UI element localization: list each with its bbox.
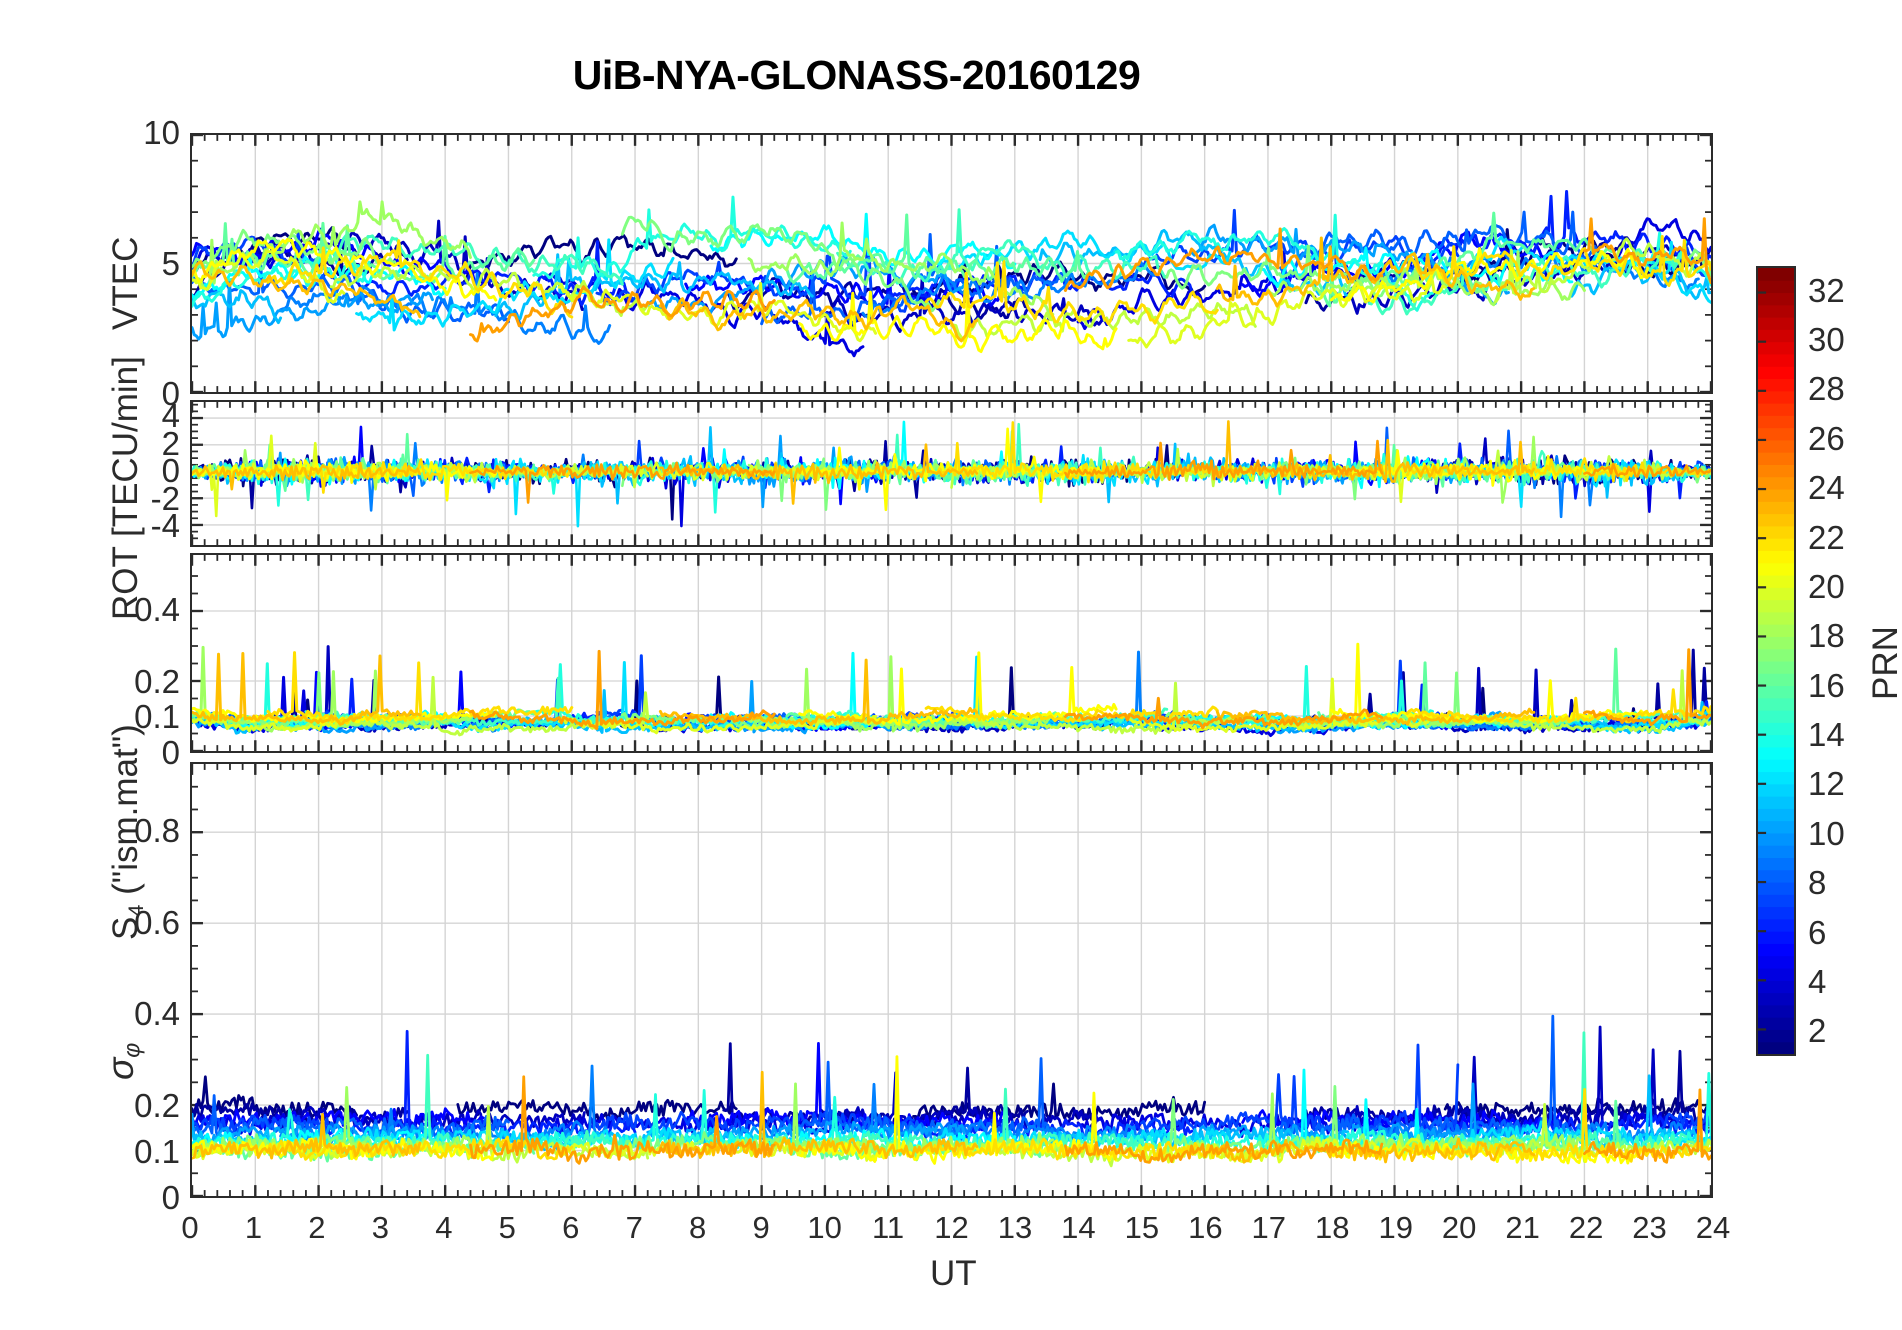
x-tick-label: 11 — [871, 1210, 905, 1245]
y-tick-label-vtec: 0 — [161, 375, 180, 412]
y-tick-label-sigma_phi: 0.1 — [134, 1133, 180, 1171]
y-tick-label-rot: 4 — [161, 397, 180, 435]
colorbar-tick-label: 30 — [1808, 321, 1845, 359]
colorbar-tick-label: 10 — [1808, 814, 1845, 852]
x-tick-label: 18 — [1315, 1210, 1350, 1245]
x-tick-label: 19 — [1378, 1210, 1413, 1245]
x-tick-label: 1 — [244, 1210, 263, 1245]
y-tick-label-s4: 0 — [161, 734, 180, 771]
y-tick-label-s4: 0.2 — [134, 662, 180, 700]
x-tick-label: 24 — [1695, 1210, 1731, 1245]
y-tick-label-sigma_phi: 0.4 — [134, 995, 180, 1033]
colorbar-tick-label: 26 — [1808, 419, 1845, 457]
y-tick-label-rot: 0 — [161, 452, 180, 490]
colorbar-tick-label: 4 — [1808, 962, 1827, 1000]
colorbar-tick-label: 2 — [1808, 1012, 1827, 1050]
x-tick-label: 17 — [1251, 1210, 1287, 1245]
x-tick-label: 21 — [1505, 1210, 1540, 1245]
colorbar-tick-label: 32 — [1808, 271, 1845, 309]
x-tick-label: 12 — [934, 1210, 969, 1245]
colorbar-tick-label: 8 — [1808, 864, 1827, 902]
x-tick-label: 10 — [807, 1210, 842, 1245]
x-tick-label: 0 — [181, 1210, 199, 1245]
y-tick-label-s4: 0.4 — [134, 591, 180, 629]
plot-panel-s4[interactable] — [190, 553, 1713, 753]
colorbar[interactable] — [1756, 266, 1796, 1056]
colorbar-tick-label: 6 — [1808, 913, 1827, 951]
y-tick-label-rot: 2 — [161, 424, 180, 462]
colorbar-tick-label: 12 — [1808, 765, 1845, 803]
plot-panel-sigma-phi[interactable] — [190, 762, 1713, 1198]
y-tick-label-rot: -4 — [150, 507, 180, 545]
axis-label-sigma-phi: σφ — [100, 1043, 145, 1080]
y-tick-label-sigma_phi: 0.8 — [134, 811, 180, 849]
y-tick-label-vtec: 5 — [161, 244, 180, 282]
plot-panel-rot[interactable] — [190, 400, 1713, 547]
colorbar-tick-label: 18 — [1808, 617, 1845, 655]
y-tick-label-sigma_phi: 0.6 — [134, 903, 180, 941]
page-title: UiB-NYA-GLONASS-20160129 — [572, 52, 1141, 98]
x-tick-label: 8 — [689, 1210, 707, 1245]
x-tick-label: 5 — [498, 1210, 516, 1245]
x-tick-label: 13 — [997, 1210, 1033, 1245]
y-tick-label-vtec: 10 — [143, 114, 180, 151]
y-tick-label-sigma_phi: 0 — [161, 1179, 180, 1216]
colorbar-tick-label: 24 — [1808, 469, 1845, 507]
y-tick-label-sigma_phi: 0.2 — [134, 1087, 180, 1125]
colorbar-tick-label: 28 — [1808, 370, 1845, 408]
sigma-base: σ — [100, 1057, 141, 1080]
x-tick-label: 14 — [1061, 1210, 1096, 1245]
x-tick-label: 16 — [1188, 1210, 1223, 1245]
colorbar-tick-label: 14 — [1808, 716, 1845, 754]
x-tick-label: 4 — [435, 1210, 453, 1245]
colorbar-title: PRN — [1866, 626, 1902, 700]
x-tick-label: 7 — [625, 1210, 643, 1245]
x-tick-label: 3 — [371, 1210, 389, 1245]
x-tick-label: 6 — [562, 1210, 580, 1245]
colorbar-tick-label: 22 — [1808, 518, 1845, 556]
colorbar-tick-label: 20 — [1808, 567, 1845, 605]
x-tick-label: 9 — [752, 1210, 770, 1245]
sigma-subscript: φ — [118, 1042, 145, 1058]
colorbar-tick-label: 16 — [1808, 666, 1845, 704]
x-tick-label: 2 — [308, 1210, 326, 1245]
axis-label-ut: UT — [930, 1254, 977, 1293]
y-tick-label-rot: -2 — [150, 479, 180, 517]
x-tick-label: 22 — [1568, 1210, 1604, 1245]
y-tick-label-s4: 0.1 — [134, 698, 180, 736]
x-tick-label: 20 — [1441, 1210, 1477, 1245]
plot-panel-vtec[interactable] — [190, 133, 1713, 394]
x-tick-label: 15 — [1124, 1210, 1160, 1245]
x-tick-label: 23 — [1632, 1210, 1667, 1245]
